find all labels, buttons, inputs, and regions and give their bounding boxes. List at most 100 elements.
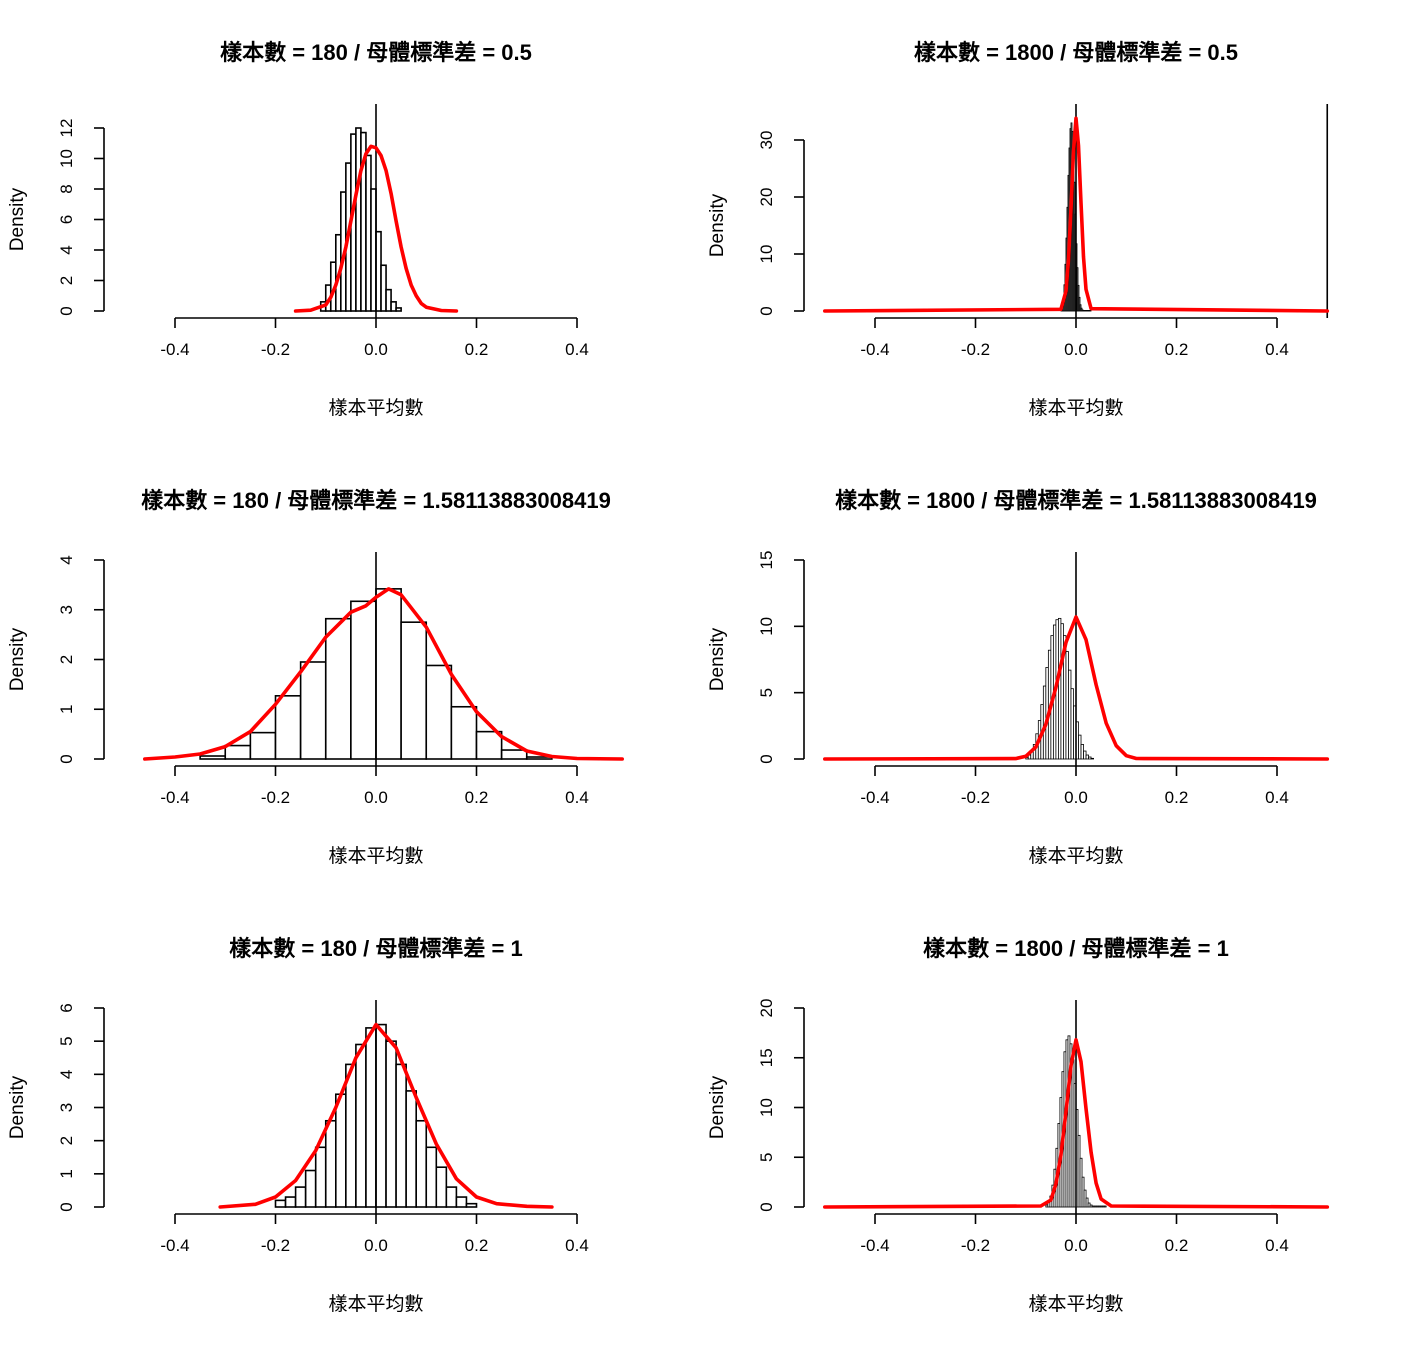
y-tick-label: 0 [757, 1202, 776, 1211]
histogram-bar [375, 588, 402, 760]
histogram-bar [345, 1063, 357, 1208]
x-tick-label: 0.4 [565, 1236, 589, 1255]
x-tick-label: -0.4 [160, 1236, 189, 1255]
x-axis-label: 樣本平均數 [1028, 397, 1123, 419]
histogram-bar [395, 307, 402, 312]
y-tick-label: 2 [57, 276, 76, 285]
histogram-panel-5: 樣本數 = 180 / 母體標準差 = 1 -0.4 -0.2 0.0 0.2 0.4 樣本… [7, 936, 589, 1315]
histogram-bar [324, 617, 352, 760]
histogram-bar [304, 1169, 317, 1208]
y-tick-label: 4 [57, 245, 76, 254]
x-tick-label: -0.4 [860, 340, 889, 359]
histogram-bar [1078, 296, 1081, 312]
x-tick-label: -0.2 [961, 340, 990, 359]
histogram-bar [400, 621, 428, 760]
x-tick-label: 0.2 [465, 340, 489, 359]
y-tick-label: 4 [57, 555, 76, 564]
histogram-bar [500, 749, 528, 760]
histogram-bar [1090, 757, 1094, 760]
y-tick-label: 3 [57, 1103, 76, 1112]
histogram-bar [425, 1146, 438, 1208]
y-tick-label: 0 [757, 754, 776, 763]
density-curve [822, 1038, 1330, 1209]
x-tick-label: 0.0 [364, 1236, 388, 1255]
y-tick-label: 5 [757, 1153, 776, 1162]
x-tick-label: 0.0 [364, 340, 388, 359]
histogram-bar [445, 1186, 458, 1208]
x-tick-label: 0.0 [1064, 1236, 1088, 1255]
y-tick-label: 3 [57, 605, 76, 614]
density-curve [822, 615, 1330, 761]
y-axis-label: Density [7, 627, 28, 691]
x-axis-label: 樣本平均數 [1028, 1293, 1123, 1315]
x-tick-label: 0.2 [465, 1236, 489, 1255]
histogram-bar [299, 661, 327, 760]
histogram-bar [199, 755, 227, 760]
y-tick-label: 1 [57, 1169, 76, 1178]
y-axis-label: Density [707, 1075, 728, 1139]
histogram-bar [1085, 1197, 1089, 1208]
y-axis-label: Density [7, 1075, 28, 1139]
x-tick-label: 0.2 [465, 788, 489, 807]
histogram-bar [395, 1063, 407, 1208]
histogram-bar [435, 1166, 448, 1208]
histogram-bar [465, 1202, 478, 1208]
histogram-bar [324, 1119, 337, 1208]
x-tick-label: -0.2 [261, 1236, 290, 1255]
x-tick-label: 0.0 [1064, 340, 1088, 359]
y-axis-label: Density [7, 187, 28, 251]
histogram-bar [390, 301, 397, 312]
y-tick-label: 12 [57, 119, 76, 138]
panel-title: 樣本數 = 180 / 母體標準差 = 1 [229, 936, 522, 961]
panel-title: 樣本數 = 1800 / 母體標準差 = 0.5 [914, 40, 1238, 65]
y-tick-label: 6 [57, 1003, 76, 1012]
x-tick-label: -0.4 [860, 788, 889, 807]
y-tick-label: 10 [57, 149, 76, 168]
y-axis-label: Density [707, 627, 728, 691]
x-tick-label: 0.0 [364, 788, 388, 807]
panel-title: 樣本數 = 1800 / 母體標準差 = 1 [923, 936, 1229, 961]
y-tick-label: 15 [757, 1048, 776, 1067]
density-curve [218, 1022, 554, 1209]
histogram-bar [249, 731, 277, 760]
x-axis-label: 樣本平均數 [328, 397, 423, 419]
y-tick-label: 10 [757, 1098, 776, 1117]
x-tick-label: 0.4 [565, 340, 589, 359]
panel-title: 樣本數 = 1800 / 母體標準差 = 1.58113883008419 [835, 488, 1317, 513]
histogram-bar [405, 1090, 417, 1208]
y-axis-label: Density [707, 193, 728, 257]
y-tick-label: 10 [757, 245, 776, 264]
histogram-bar [1103, 1205, 1107, 1208]
histogram-bar [274, 695, 302, 760]
x-tick-label: 0.0 [1064, 788, 1088, 807]
histogram-bar [380, 264, 387, 312]
y-tick-label: 2 [57, 655, 76, 664]
x-axis-label: 樣本平均數 [328, 1293, 423, 1315]
panel-title: 樣本數 = 180 / 母體標準差 = 1.58113883008419 [141, 488, 611, 513]
histogram-bar [224, 744, 252, 760]
x-tick-label: 0.4 [565, 788, 589, 807]
histogram-bar [334, 1093, 347, 1208]
x-tick-label: 0.4 [1265, 788, 1289, 807]
y-tick-label: 5 [757, 688, 776, 697]
x-tick-label: -0.2 [261, 340, 290, 359]
x-tick-label: 0.4 [1265, 340, 1289, 359]
histogram-panel-4: 樣本數 = 1800 / 母體標準差 = 1.58113883008419 -0.… [707, 488, 1330, 867]
histogram-bar [284, 1196, 297, 1208]
x-tick-label: -0.4 [160, 340, 189, 359]
y-tick-label: 15 [757, 551, 776, 570]
density-curve [822, 116, 1330, 313]
histogram-bar [365, 1027, 377, 1208]
y-tick-label: 20 [757, 999, 776, 1018]
histogram-bar [294, 1186, 307, 1208]
histogram-bar [385, 1040, 397, 1208]
histogram-bar [1089, 310, 1092, 312]
x-tick-label: 0.2 [1165, 1236, 1189, 1255]
histogram-bars [199, 588, 553, 760]
histogram-bar [274, 1199, 287, 1208]
panel-title: 樣本數 = 180 / 母體標準差 = 0.5 [220, 40, 532, 65]
histogram-bar [355, 1043, 367, 1208]
histogram-panel-1: 樣本數 = 180 / 母體標準差 = 0.5 -0.4 -0.2 0.0 0.2 0.4… [7, 40, 589, 419]
